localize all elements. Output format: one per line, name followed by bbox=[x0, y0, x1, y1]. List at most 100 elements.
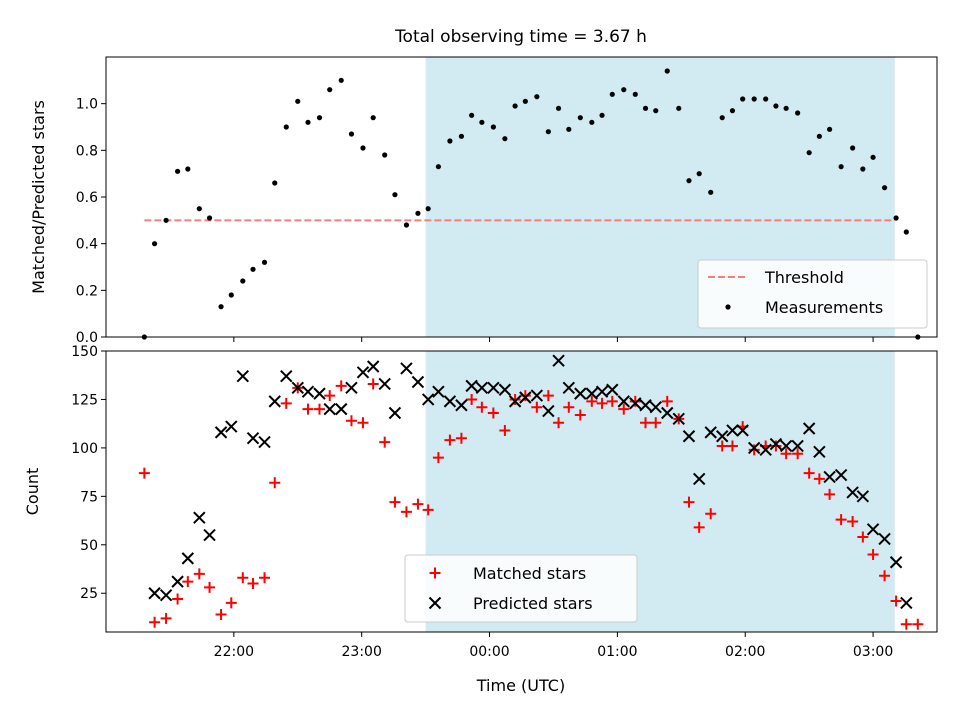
predicted-star-point bbox=[759, 443, 772, 457]
legend-box bbox=[697, 259, 928, 329]
predicted-star-point bbox=[345, 381, 358, 395]
predicted-star-point bbox=[562, 381, 576, 395]
matched-star-point bbox=[857, 531, 869, 543]
matched-star-point bbox=[487, 407, 499, 419]
predicted-star-point bbox=[716, 430, 729, 443]
matched-star-point bbox=[596, 397, 608, 409]
measurement-point bbox=[773, 103, 779, 109]
predicted-star-point bbox=[225, 420, 238, 433]
count-points bbox=[138, 354, 924, 630]
matched-star-point bbox=[879, 570, 891, 582]
measurement-point bbox=[545, 129, 551, 135]
measurement-point bbox=[218, 304, 224, 310]
predicted-star-point bbox=[335, 402, 348, 416]
predicted-star-point bbox=[487, 381, 500, 395]
measurement-point bbox=[512, 103, 518, 109]
predicted-star-point bbox=[236, 369, 250, 383]
y-tick-label: 125 bbox=[71, 392, 98, 408]
y-tick-label: 150 bbox=[71, 344, 98, 360]
predicted-star-point bbox=[313, 387, 326, 400]
predicted-star-point bbox=[682, 430, 696, 443]
measurement-point bbox=[163, 217, 169, 223]
measurement-point bbox=[316, 115, 323, 121]
matched-star-point bbox=[792, 448, 804, 460]
x-tick-label: 01:00 bbox=[597, 644, 637, 660]
x-tick-label: 23:00 bbox=[342, 644, 382, 660]
matched-star-point bbox=[215, 609, 227, 621]
predicted-star-point bbox=[181, 552, 195, 565]
measurement-point bbox=[881, 185, 888, 191]
matched-star-point bbox=[237, 572, 249, 584]
count-panel: 25 50 75 100 125 150 22:00 23:00 00:00 01:00 02:0… bbox=[23, 344, 938, 660]
predicted-star-point bbox=[214, 426, 228, 439]
y-tick-label: 1.0 bbox=[76, 97, 98, 113]
measurement-point bbox=[206, 215, 213, 221]
measurement-point bbox=[435, 164, 441, 170]
matched-star-point bbox=[225, 597, 237, 609]
matched-star-point bbox=[912, 618, 924, 630]
measurement-point bbox=[295, 98, 301, 104]
matched-star-point bbox=[629, 395, 641, 407]
matched-star-point bbox=[716, 440, 728, 452]
predicted-star-point bbox=[411, 375, 425, 389]
y-tick-label: 0.8 bbox=[76, 143, 98, 159]
predicted-star-point bbox=[193, 511, 206, 524]
measurement-points bbox=[141, 68, 921, 340]
y-tick-label: 100 bbox=[71, 441, 98, 457]
count-panel-y-ticks: 25 50 75 100 125 150 bbox=[71, 344, 106, 602]
predicted-star-point bbox=[595, 385, 609, 398]
ratio-legend: Threshold Measurements bbox=[697, 259, 928, 329]
matched-star-point bbox=[726, 440, 738, 452]
y-tick-label: 0.4 bbox=[76, 237, 98, 253]
predicted-star-point bbox=[323, 402, 336, 416]
matched-star-point bbox=[269, 477, 281, 489]
predicted-star-point bbox=[779, 439, 793, 453]
matched-star-point bbox=[444, 434, 456, 446]
measurement-point bbox=[783, 105, 789, 111]
matched-star-point bbox=[867, 548, 879, 560]
measurement-point bbox=[621, 87, 627, 93]
matched-star-point bbox=[824, 488, 836, 500]
matched-star-point bbox=[748, 444, 760, 456]
predicted-star-point bbox=[421, 393, 435, 406]
measurement-point bbox=[534, 94, 540, 100]
matched-star-point bbox=[835, 514, 847, 526]
matched-star-point bbox=[683, 496, 695, 508]
measurement-point bbox=[522, 98, 528, 104]
measurement-point bbox=[490, 124, 496, 130]
predicted-star-point bbox=[400, 362, 413, 375]
legend-predicted-swatch bbox=[428, 596, 442, 610]
matched-star-point bbox=[618, 403, 630, 415]
measurement-point bbox=[806, 150, 812, 156]
measurement-point bbox=[502, 136, 508, 142]
chart-title: Total observing time = 3.67 h bbox=[394, 27, 647, 47]
matched-star-point bbox=[693, 521, 705, 533]
predicted-star-point bbox=[432, 385, 445, 398]
matched-star-point bbox=[770, 440, 782, 452]
matched-star-point bbox=[193, 568, 205, 580]
matched-star-point bbox=[314, 403, 326, 415]
matched-star-point bbox=[519, 390, 531, 402]
matched-star-point bbox=[432, 452, 444, 464]
matched-star-point bbox=[160, 612, 172, 624]
predicted-star-point bbox=[846, 486, 859, 499]
predicted-star-point bbox=[388, 406, 402, 420]
measurement-point bbox=[370, 115, 376, 121]
matched-star-point bbox=[661, 395, 673, 407]
ratio-y-axis-label: Matched/Predicted stars bbox=[29, 100, 48, 294]
matched-star-point bbox=[259, 572, 271, 584]
predicted-star-point bbox=[878, 532, 891, 546]
measurement-point bbox=[305, 119, 311, 125]
measurement-point bbox=[425, 206, 431, 212]
predicted-star-point bbox=[834, 468, 848, 482]
matched-star-point bbox=[149, 616, 161, 628]
predicted-star-point bbox=[856, 490, 870, 503]
matched-star-point bbox=[182, 576, 194, 588]
predicted-star-point bbox=[291, 381, 304, 395]
predicted-star-point bbox=[802, 422, 816, 435]
matched-star-point bbox=[367, 378, 379, 390]
predicted-star-point bbox=[585, 387, 599, 400]
measurement-point bbox=[589, 119, 595, 125]
legend-measurement-swatch bbox=[725, 304, 731, 310]
